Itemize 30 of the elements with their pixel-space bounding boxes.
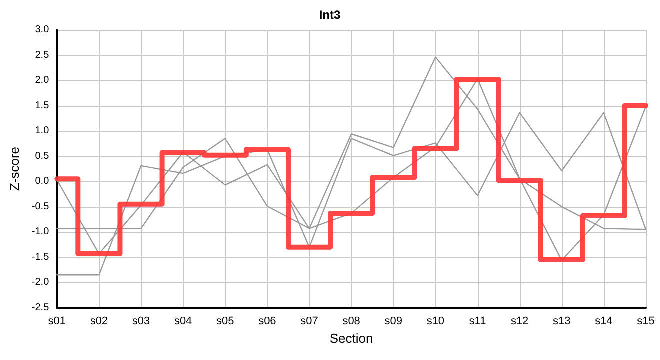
y-tick-label: 0.0 bbox=[35, 176, 50, 188]
y-axis-title: Z-score bbox=[7, 146, 22, 192]
y-tick-label: -1.5 bbox=[32, 252, 50, 263]
y-tick-label: 0.5 bbox=[35, 150, 50, 162]
x-tick-label: s07 bbox=[300, 316, 318, 328]
x-tick-label: s11 bbox=[469, 316, 486, 328]
x-tick-label: s04 bbox=[174, 316, 192, 328]
x-axis-title: Section bbox=[330, 330, 374, 346]
x-tick-label: s14 bbox=[595, 316, 613, 328]
x-tick-label: s09 bbox=[384, 316, 403, 328]
chart-title: Int3 bbox=[319, 8, 341, 22]
y-tick-label: 1.0 bbox=[35, 126, 50, 137]
x-tick-label: s03 bbox=[132, 316, 150, 328]
y-tick-label: -2.0 bbox=[32, 277, 50, 288]
x-tick-label: s13 bbox=[553, 316, 571, 328]
y-tick-label: -0.5 bbox=[32, 201, 50, 212]
y-tick-label: 2.0 bbox=[35, 75, 50, 86]
x-tick-label: s12 bbox=[510, 316, 529, 328]
x-tick-label: s10 bbox=[426, 316, 445, 328]
y-tick-label: 2.5 bbox=[35, 50, 50, 61]
x-tick-label: s15 bbox=[637, 316, 655, 328]
x-tick-label: s05 bbox=[216, 316, 234, 328]
y-tick-label: -1.0 bbox=[32, 226, 50, 238]
y-tick-label: -2.5 bbox=[32, 302, 50, 314]
x-tick-label: s08 bbox=[342, 316, 360, 328]
x-tick-label: s01 bbox=[48, 316, 66, 328]
x-tick-label: s06 bbox=[258, 316, 276, 328]
x-tick-label: s02 bbox=[90, 316, 108, 328]
y-tick-label: 1.5 bbox=[35, 100, 50, 112]
y-tick-label: 3.0 bbox=[35, 24, 50, 36]
